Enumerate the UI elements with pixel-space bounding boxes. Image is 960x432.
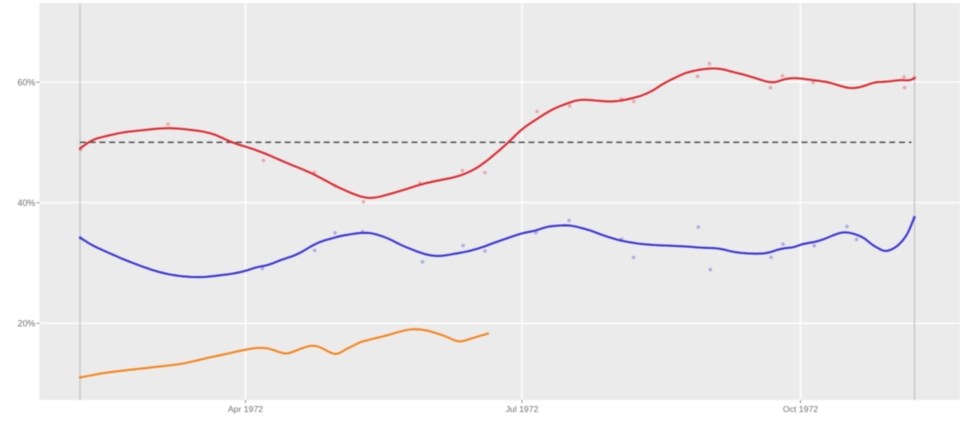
svg-text:Jul 1972: Jul 1972 — [506, 404, 539, 414]
svg-text:40%: 40% — [18, 198, 36, 208]
svg-text:Oct 1972: Oct 1972 — [783, 404, 818, 414]
svg-text:60%: 60% — [18, 77, 36, 87]
svg-text:Apr 1972: Apr 1972 — [228, 404, 263, 414]
svg-text:20%: 20% — [18, 319, 36, 329]
